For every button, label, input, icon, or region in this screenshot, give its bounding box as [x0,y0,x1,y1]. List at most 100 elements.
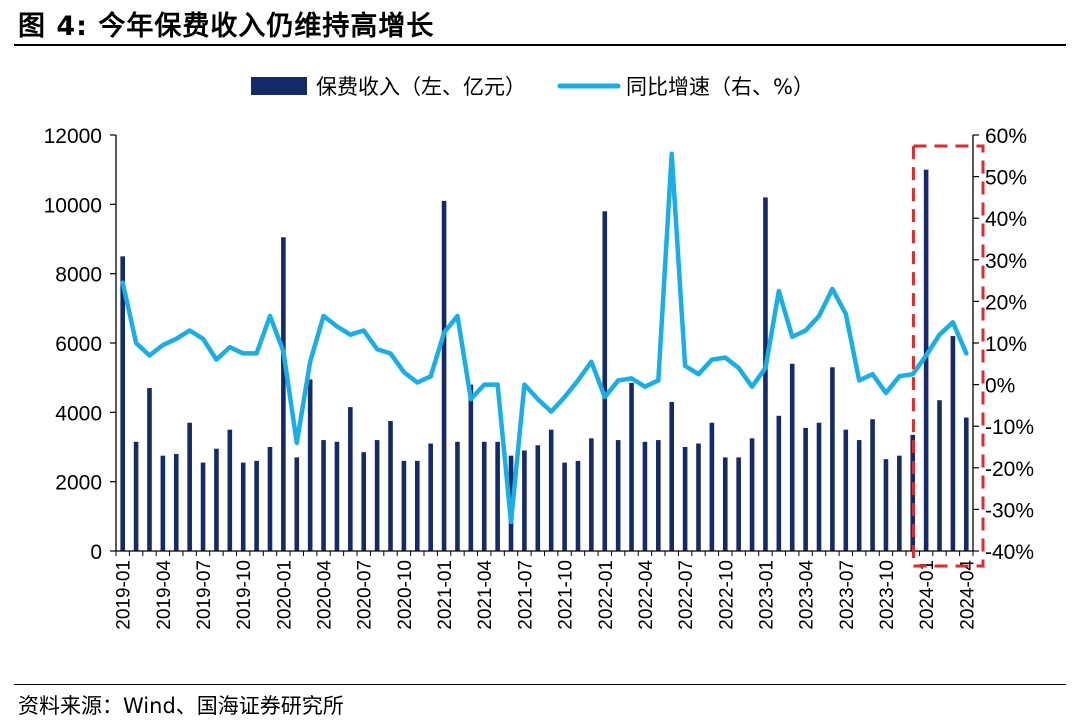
x-tick-label: 2021-10 [556,560,577,630]
x-tick-label: 2021-04 [475,560,496,630]
premium-bar-2019-08 [214,448,219,551]
insurance-premium-chart: 0 2000 4000 6000 8000 10000 12000 -40% -30% -20% -… [44,75,1034,630]
premium-bar-2019-10 [240,462,246,551]
legend-bar-swatch [251,77,307,95]
x-tick-label: 2024-04 [957,560,978,630]
x-tick-label: 2021-07 [515,560,536,630]
right-tick-label: 40% [985,208,1027,231]
right-tick-label: 30% [985,250,1027,273]
left-tick-label: 12000 [44,125,102,148]
x-tick-label: 2023-10 [877,560,898,630]
premium-bar-2021-02 [455,441,460,551]
premium-bar-2019-11 [254,460,259,551]
premium-bar-2019-06 [187,422,192,551]
premium-bar-2021-05 [495,441,500,551]
premium-bar-2020-01 [281,237,286,551]
x-tick-label: 2020-01 [274,560,295,630]
premium-bar-2020-11 [414,460,420,551]
x-tick-label: 2023-01 [756,560,777,630]
legend-line-label: 同比增速（右、%） [626,75,814,99]
premium-bar-2019-07 [200,462,206,551]
premium-bar-2022-11 [736,457,741,551]
premium-bar-2021-10 [562,462,567,551]
premium-bar-2021-12 [589,438,594,551]
left-tick-label: 0 [90,541,102,564]
premium-bar-2019-12 [267,447,273,551]
x-tick-label: 2022-01 [596,560,617,630]
premium-bar-2020-05 [334,441,340,551]
legend-bar-label: 保费收入（左、亿元） [316,75,526,99]
x-tick-label: 2022-10 [716,560,737,630]
premium-bar-2020-03 [307,379,313,551]
source-note: 资料来源：Wind、国海证券研究所 [18,694,344,718]
premium-bar-2023-08 [856,440,862,551]
premium-bar-2022-09 [709,422,715,551]
premium-bar-2023-04 [803,427,808,551]
premium-bar-2023-09 [870,419,875,551]
premium-bar-2020-12 [428,443,433,551]
premium-bar-2022-01 [602,211,608,551]
premium-bar-2020-06 [348,407,353,551]
premium-bar-2019-02 [133,441,139,551]
premium-bar-2023-03 [789,363,795,551]
premium-bar-2023-02 [776,415,782,551]
premium-bar-2020-07 [361,452,367,551]
x-tick-label: 2020-10 [395,560,416,630]
premium-bar-2020-08 [374,440,380,551]
footer-rule [14,684,1066,685]
x-tick-label: 2019-01 [114,560,135,630]
right-tick-label: -10% [985,416,1034,439]
premium-bar-2022-12 [749,438,755,551]
premium-bar-2020-10 [401,460,407,551]
premium-bar-2022-08 [696,443,701,551]
premium-bar-2020-09 [388,421,393,551]
premium-bar-2023-01 [763,197,768,551]
highlight-box-2024 [911,144,985,568]
premium-bar-2024-01 [923,169,929,552]
x-tick-label: 2022-04 [636,560,657,630]
premium-bar-2019-05 [173,453,179,551]
premium-bar-2021-07 [522,450,527,551]
right-tick-label: 60% [985,125,1027,148]
premium-bar-2019-04 [160,455,166,551]
premium-bar-2024-03 [950,336,956,551]
premium-bar-2021-03 [468,384,474,551]
right-tick-label: -40% [985,541,1034,564]
premium-bars [120,169,969,552]
x-tick-label: 2022-07 [676,560,697,630]
left-tick-label: 4000 [55,402,102,425]
title-rule [14,44,1066,46]
premium-bar-2021-04 [481,441,487,551]
x-tick-label: 2023-07 [837,560,858,630]
x-tick-label: 2020-07 [355,560,376,630]
right-tick-label: 10% [985,333,1027,356]
premium-bar-2021-09 [548,429,554,551]
legend: 保费收入（左、亿元） 同比增速（右、%） [251,75,814,99]
premium-bar-2024-04 [964,417,969,551]
right-tick-label: -20% [985,458,1034,481]
right-tick-label: 50% [985,167,1027,190]
premium-bar-2022-06 [669,401,675,551]
x-tick-label: 2019-10 [234,560,255,630]
premium-bar-2019-01 [120,256,125,551]
highlight-layer [911,144,985,568]
premium-bar-2022-03 [629,382,634,551]
x-tick-label: 2019-04 [154,560,175,630]
growth-line-layer [120,151,969,525]
premium-bar-2023-07 [843,429,849,551]
premium-bar-2023-05 [816,422,822,551]
premium-bar-2022-04 [642,441,648,551]
right-tick-label: 0% [985,375,1015,398]
premium-bar-2021-08 [535,445,541,551]
premium-bar-2022-10 [722,457,728,551]
figure-title: 图 4: 今年保费收入仍维持高增长 [18,11,435,42]
left-tick-label: 2000 [55,472,102,495]
x-tick-label: 2024-01 [917,560,938,630]
x-tick-label: 2021-01 [435,560,456,630]
x-tick-label: 2023-04 [797,560,818,630]
left-tick-label: 10000 [44,194,102,217]
x-tick-label: 2020-04 [315,560,336,630]
premium-bar-2019-03 [147,388,152,551]
premium-bar-2020-04 [321,440,326,551]
premium-bar-2020-02 [294,457,300,551]
